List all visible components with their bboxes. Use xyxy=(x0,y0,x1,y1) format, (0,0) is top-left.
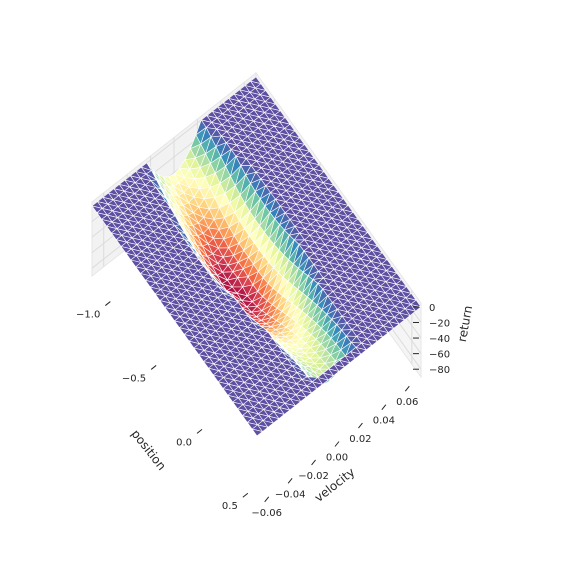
x-tick-label: −1.0 xyxy=(76,310,100,321)
z-tick-label: −60 xyxy=(429,350,450,361)
y-tick-label: 0.04 xyxy=(373,416,395,427)
x-tick-label: 0.0 xyxy=(176,437,192,448)
x-tick xyxy=(150,365,157,370)
axes-ticks: −1.0−0.50.00.5−0.06−0.04−0.020.000.020.0… xyxy=(76,301,450,519)
surface-facet xyxy=(251,428,263,437)
y-tick xyxy=(287,478,293,484)
x-tick-label: −0.5 xyxy=(122,373,146,384)
z-axis-label: return xyxy=(455,304,475,343)
z-tick-label: −40 xyxy=(429,334,450,345)
surface-mesh xyxy=(91,76,422,437)
y-tick xyxy=(381,404,387,410)
y-tick xyxy=(311,459,316,466)
y-tick xyxy=(358,422,363,429)
y-tick-label: −0.02 xyxy=(298,471,329,482)
z-tick-label: −80 xyxy=(429,365,450,376)
z-tick-label: −20 xyxy=(429,318,450,329)
x-tick-label: 0.5 xyxy=(222,501,238,512)
y-tick xyxy=(334,441,340,447)
y-tick-label: 0.02 xyxy=(349,434,371,445)
x-tick xyxy=(242,492,249,498)
y-tick-label: 0.00 xyxy=(326,453,348,464)
y-tick-label: −0.04 xyxy=(275,489,306,500)
y-tick xyxy=(264,496,270,503)
y-tick-label: 0.06 xyxy=(396,397,418,408)
x-axis-label: position xyxy=(129,427,169,473)
x-tick xyxy=(196,428,203,434)
y-tick-label: −0.06 xyxy=(251,508,282,519)
y-tick xyxy=(404,385,410,392)
z-tick-label: 0 xyxy=(429,303,435,314)
x-tick xyxy=(105,301,111,306)
